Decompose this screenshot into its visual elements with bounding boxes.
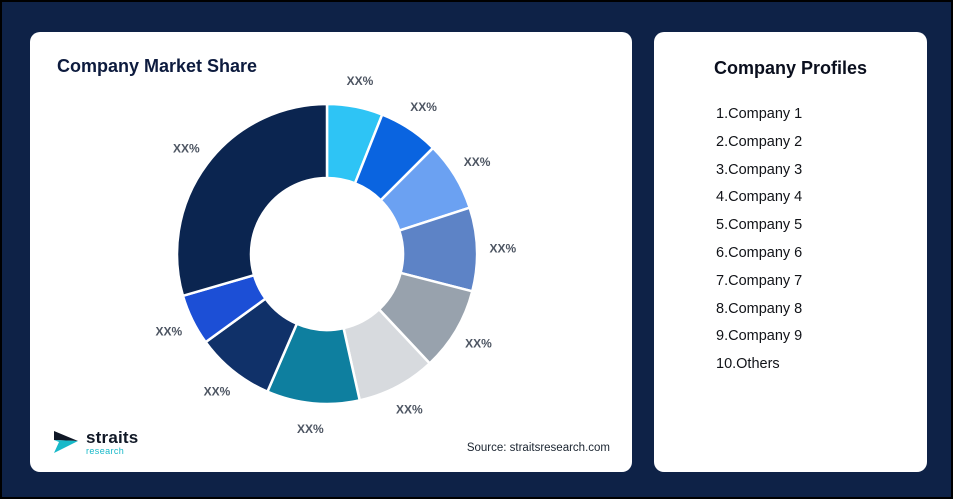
profile-list-item: 4.Company 4 — [716, 189, 803, 206]
profile-list-item: 7.Company 7 — [716, 272, 803, 289]
slice-label: XX% — [464, 155, 491, 169]
logo-subtitle: research — [86, 445, 125, 456]
profile-list-item: 8.Company 8 — [716, 300, 803, 317]
profile-list-item: 6.Company 6 — [716, 244, 803, 261]
chart-title: Company Market Share — [57, 56, 258, 76]
profile-list-item: 1.Company 1 — [716, 106, 803, 122]
logo-text-block: straits research — [86, 429, 138, 456]
profiles-title: Company Profiles — [713, 58, 868, 78]
profile-list-item: 2.Company 2 — [716, 133, 803, 150]
donut-slice — [175, 102, 329, 298]
slice-label: XX% — [173, 141, 200, 155]
straits-logo-icon — [54, 431, 78, 453]
slice-label: XX% — [465, 337, 492, 351]
company-profiles-list: 1.Company 1 2.Company 2 3.Company 3 4.Compa… — [654, 101, 927, 379]
slice-label: XX% — [396, 403, 423, 417]
source-attribution: Source: straitsresearch.com — [466, 442, 610, 454]
market-share-donut-chart: XX% XX% XX% XX% XX% XX% XX% XX% XX% XX% — [156, 74, 517, 436]
profile-list-item: 9.Company 9 — [716, 328, 803, 345]
profile-list-item: 3.Company 3 — [716, 161, 803, 178]
logo-name: straits — [86, 427, 139, 447]
slice-label: XX% — [347, 74, 374, 88]
market-share-card: Company Market Share XX% XX% XX% XX% XX% XX% X… — [30, 32, 632, 472]
slice-label: XX% — [490, 242, 517, 256]
slice-label: XX% — [297, 422, 324, 436]
slice-label: XX% — [156, 324, 183, 338]
slice-label: XX% — [410, 100, 437, 114]
straits-research-logo: straits research — [52, 428, 138, 456]
slice-label: XX% — [204, 384, 231, 398]
company-profiles-card: Company Profiles 1.Company 1 2.Company 2 3… — [654, 32, 927, 472]
profile-list-item: 5.Company 5 — [716, 217, 803, 234]
profile-list-item: 10.Others — [716, 356, 780, 373]
